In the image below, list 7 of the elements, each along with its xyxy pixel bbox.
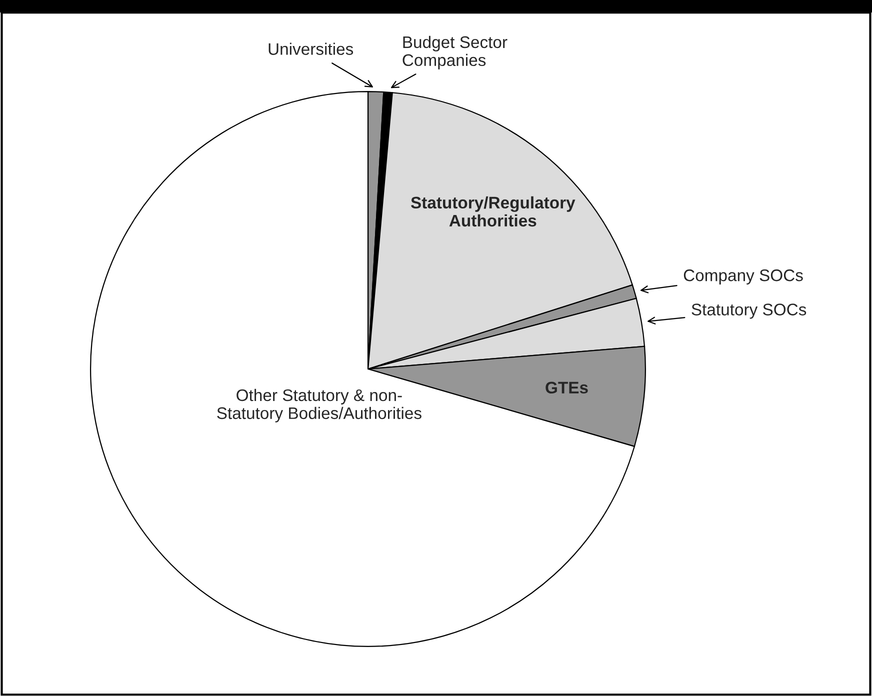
slice-label: Company SOCs	[684, 269, 803, 285]
slice-label: Other Statutory & non- Statutory Bodies/Authorities	[217, 388, 422, 422]
slice-label: Universities	[268, 42, 354, 55]
legend-label: Statutory SOCs	[692, 304, 806, 319]
slice-label: Statutory/Regulatory Authorities	[410, 196, 576, 227]
slice-label: Budget Sector Companies	[402, 36, 508, 70]
slice-label: GTEs	[546, 382, 588, 394]
